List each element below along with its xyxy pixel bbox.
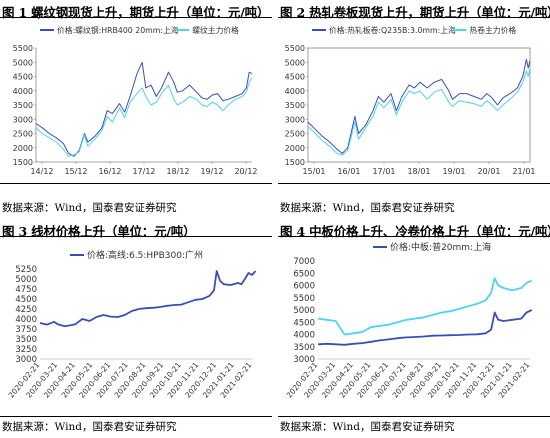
- series-line: [35, 77, 253, 157]
- chart-title: 图 2 热轧卷板现货上升，期货上升（单位：元/吨）: [280, 5, 550, 20]
- chart-wire-rod: 3000325035003750400042504500475050005250…: [7, 249, 257, 400]
- y-tick-label: 2000: [285, 144, 305, 153]
- chart-panel-wire-rod: 图 3 线材价格上升（单位：元/吨） 3000 3250 3500 3750 4000 4…: [0, 219, 272, 438]
- x-tick-label: 15/12: [64, 167, 87, 176]
- x-tick-label: 19/01: [442, 167, 465, 176]
- chart-source: 数据来源：Wind，国泰君安证券研究: [2, 421, 177, 433]
- chart-panel-rebar: 图 1 螺纹钢现货上升，期货上升（单位：元/吨） 1500 2000 2500 300…: [0, 0, 272, 219]
- chart-title: 图 4 中板价格上升、冷卷价格上升（单位：元/吨）: [280, 224, 550, 239]
- x-tick-label: 21/01: [512, 167, 535, 176]
- series-line: [307, 58, 531, 154]
- x-tick-label: 20/01: [477, 167, 500, 176]
- y-tick-label: 4250: [15, 305, 37, 315]
- chart-title: 图 3 线材价格上升（单位：元/吨）: [2, 224, 196, 239]
- plot-frame: [307, 47, 531, 163]
- y-tick-label: 5250: [15, 265, 37, 275]
- title-rule: [0, 17, 272, 18]
- series-line: [317, 309, 533, 346]
- y-tick-label: 4000: [293, 331, 315, 341]
- chart-hot-rolled: 1500 2000 2500 3000 3500 4000 4500 5000 5500 15/0…: [285, 25, 536, 176]
- chart-source: 数据来源：Wind，国泰君安证券研究: [2, 202, 177, 214]
- y-tick-label: 2000: [13, 144, 33, 153]
- y-tick-label: 4000: [15, 315, 37, 325]
- x-tick-label: 17/12: [132, 167, 155, 176]
- chart-source: 数据来源：Wind，国泰君安证券研究: [280, 202, 455, 214]
- y-tick-label: 3500: [13, 101, 33, 110]
- y-tick-label: 3750: [15, 325, 37, 335]
- y-tick-label: 3000: [13, 115, 33, 124]
- legend-entry: 价格:螺纹钢:HRB400 20mm:上海: [57, 25, 179, 35]
- legend-entry: 热卷主力价格: [469, 25, 516, 35]
- chart-rebar: 1500 2000 2500 3000 3500 4000 4500 5000 5500 14/1…: [13, 25, 258, 176]
- y-tick-label: 1500: [285, 158, 305, 167]
- source-rule: [0, 183, 272, 184]
- x-tick-label: 17/01: [372, 167, 395, 176]
- legend-entry: 价格:热轧板卷:Q235B:3.0mm:上海: [329, 25, 456, 35]
- title-rule: [0, 236, 272, 237]
- y-tick-label: 2500: [13, 130, 33, 139]
- y-tick-label: 4500: [15, 295, 37, 305]
- chart-panel-hot-rolled: 图 2 热轧卷板现货上升，期货上升（单位：元/吨） 1500 2000 2500 30…: [278, 0, 550, 219]
- x-tick-label: 16/01: [337, 167, 360, 176]
- y-tick-label: 2500: [285, 130, 305, 139]
- title-rule: [278, 17, 550, 18]
- y-tick-label: 4500: [285, 73, 305, 82]
- x-tick-label: 19/12: [200, 167, 223, 176]
- x-tick-label: 15/01: [302, 167, 325, 176]
- y-tick-label: 3500: [293, 343, 315, 353]
- y-tick-label: 5000: [293, 306, 315, 316]
- series-line: [39, 270, 257, 328]
- chart-plate-coil: 3000350040004500500055006000650070002020…: [285, 241, 533, 400]
- source-rule: [278, 416, 550, 417]
- legend-entry: 价格:中板:普20mm:上海: [390, 241, 491, 253]
- source-rule: [0, 416, 272, 417]
- y-tick-label: 4500: [293, 318, 315, 328]
- y-tick-label: 1500: [13, 158, 33, 167]
- y-tick-label: 5500: [293, 294, 315, 304]
- y-tick-label: 5000: [285, 58, 305, 67]
- title-rule: [278, 236, 550, 237]
- x-tick-label: 18/01: [407, 167, 430, 176]
- y-tick-label: 6000: [293, 282, 315, 292]
- y-tick-label: 7000: [293, 257, 315, 267]
- y-tick-label: 3000: [293, 355, 315, 365]
- y-tick-label: 4000: [285, 87, 305, 96]
- y-tick-label: 3500: [285, 101, 305, 110]
- y-tick-label: 3000: [15, 355, 37, 365]
- y-tick-label: 4750: [15, 285, 37, 295]
- series-line: [35, 61, 253, 157]
- series-line: [307, 67, 531, 156]
- y-tick-label: 5000: [15, 275, 37, 285]
- x-tick-label: 18/12: [166, 167, 189, 176]
- x-tick-label: 14/12: [30, 167, 53, 176]
- y-tick-label: 4500: [13, 73, 33, 82]
- source-rule: [278, 183, 550, 184]
- y-tick-label: 5000: [13, 58, 33, 67]
- chart-source: 数据来源：Wind，国泰君安证券研究: [280, 421, 455, 433]
- chart-panel-plate-coil: 图 4 中板价格上升、冷卷价格上升（单位：元/吨） 3000 3500 4000 45…: [278, 219, 550, 438]
- legend-entry: 价格:高线:6.5:HPB300:广州: [87, 249, 203, 261]
- x-tick-label: 20/12: [234, 167, 257, 176]
- y-tick-label: 3250: [15, 345, 37, 355]
- x-tick-label: 16/12: [98, 167, 121, 176]
- y-tick-label: 4000: [13, 87, 33, 96]
- legend-entry: 螺纹主力价格: [192, 25, 239, 35]
- y-tick-label: 5500: [285, 44, 305, 53]
- chart-title: 图 1 螺纹钢现货上升，期货上升（单位：元/吨）: [2, 5, 270, 20]
- series-line: [317, 277, 533, 336]
- y-tick-label: 5500: [13, 44, 33, 53]
- y-tick-label: 6500: [293, 269, 315, 279]
- y-tick-label: 3000: [285, 115, 305, 124]
- y-tick-label: 3500: [15, 335, 37, 345]
